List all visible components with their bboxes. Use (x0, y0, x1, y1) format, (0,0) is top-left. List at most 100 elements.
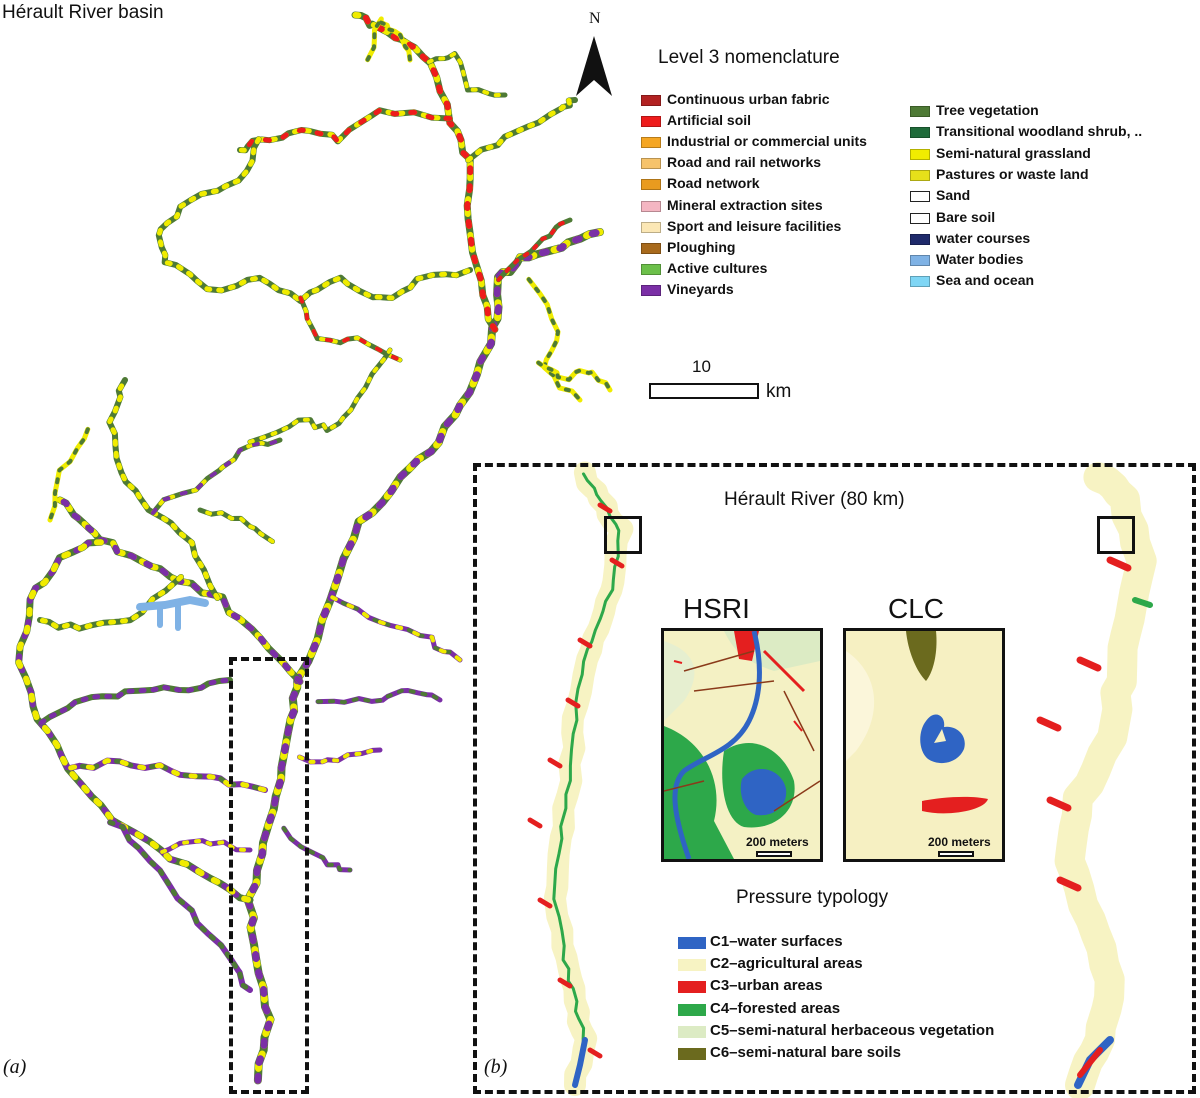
river-segment (609, 557, 625, 569)
legend-label: Continuous urban fabric (667, 91, 830, 107)
river-segment (1077, 1047, 1103, 1078)
river-segment (537, 897, 553, 909)
pressure-label: C5–semi-natural herbaceous vegetation (710, 1021, 995, 1039)
legend-swatch (641, 221, 661, 233)
north-arrow-icon (576, 36, 612, 96)
river-segment (352, 12, 498, 333)
river-segment (597, 502, 613, 514)
legend-swatch (641, 137, 661, 149)
river-segment (351, 11, 499, 333)
river-segment (198, 508, 275, 544)
legend-label: Sea and ocean (936, 272, 1035, 289)
pressure-swatch (678, 981, 706, 994)
legend-label: Sport and leisure facilities (667, 217, 842, 234)
pressure-label: C1–water surfaces (710, 933, 843, 950)
river-segment (316, 688, 442, 705)
river-segment (527, 817, 543, 829)
river-segment (330, 595, 462, 662)
legend-label: Sand (936, 187, 971, 204)
legend-swatch (910, 127, 930, 139)
scale-value: 10 (692, 357, 711, 376)
legend-swatch (910, 255, 930, 267)
legend-swatch (910, 233, 930, 245)
river-segment (577, 637, 593, 649)
legend-label: Mineral extraction sites (667, 196, 823, 213)
river-segment (298, 295, 403, 363)
legend-label: Water bodies (936, 251, 1024, 268)
pressure-swatch (678, 959, 706, 972)
river-segment (237, 107, 453, 154)
legend-label: Bare soil (936, 208, 996, 225)
river-segment (330, 595, 462, 662)
pressure-swatch (678, 1003, 706, 1016)
scale-bar (649, 383, 759, 399)
legend-swatch (641, 179, 661, 191)
river-segment (496, 218, 572, 282)
hsri-scale-bar (756, 851, 792, 857)
zoom-extent-frame (229, 657, 309, 1094)
river-segment (1106, 556, 1132, 572)
river-segment (247, 347, 393, 445)
pressure-label: C2–agricultural areas (710, 955, 863, 973)
legend-label: Road network (667, 175, 760, 192)
clc-inset: 200 meters (843, 628, 1005, 862)
legend-label: Vineyards (667, 280, 734, 297)
river-segment (587, 1047, 603, 1059)
river-segment (536, 360, 612, 392)
hsri-inset-map (664, 631, 820, 859)
north-label: N (589, 10, 601, 27)
legend-swatch (641, 242, 661, 254)
river-segment (48, 427, 90, 522)
river-segment (297, 748, 382, 764)
panel-b-frame (473, 463, 1196, 1094)
river-segment (365, 16, 412, 62)
hsri-zoom-square (604, 516, 642, 554)
river-segment (1076, 656, 1102, 672)
hsri-inset: 200 meters (661, 628, 823, 862)
river-segment (1036, 716, 1062, 732)
panel-b-label: (b) (484, 1056, 508, 1078)
legend-swatch (910, 276, 930, 288)
river-segment (557, 977, 573, 989)
pressure-swatch (678, 937, 706, 949)
legend-swatch (641, 116, 661, 128)
clc-zoom-square (1097, 516, 1135, 554)
river-segment (150, 438, 282, 515)
river-segment (155, 136, 473, 304)
legend-swatch (910, 212, 930, 224)
pressure-label: C3–urban areas (710, 977, 823, 995)
river-segment (150, 437, 283, 516)
river-segment (237, 107, 453, 153)
river-segment (572, 1037, 588, 1088)
legend-label: Tree vegetation (936, 102, 1039, 118)
legend-swatch (641, 95, 661, 106)
clc-scale-text: 200 meters (928, 835, 991, 849)
hsri-scale-text: 200 meters (746, 835, 809, 849)
river-segment (1054, 462, 1157, 1098)
legend-swatch (641, 200, 661, 212)
river-segment (1056, 876, 1082, 892)
river-segment (150, 438, 282, 515)
pressure-swatch (678, 1048, 706, 1060)
river-segment (552, 472, 621, 1087)
legend-title: Level 3 nomenclature (658, 47, 840, 68)
panel-a-label: (a) (3, 1056, 27, 1078)
river-segment (156, 136, 473, 304)
legend-label: Semi-natural grassland (936, 144, 1091, 161)
clc-label: CLC (888, 593, 945, 624)
river-segment (465, 97, 578, 163)
legend-label: Road and rail networks (667, 154, 822, 171)
river-segment (526, 276, 583, 403)
river-segment (15, 539, 253, 903)
river-segment (426, 51, 507, 98)
pressure-title: Pressure typology (736, 887, 889, 908)
clc-scale-bar (938, 851, 974, 857)
river-segment (68, 758, 268, 793)
river-segment (1046, 796, 1072, 812)
pressure-swatch (678, 1025, 706, 1038)
river-segment (1132, 597, 1153, 608)
river-segment (37, 574, 184, 632)
legend-swatch (910, 106, 930, 117)
legend-label: Ploughing (667, 238, 736, 255)
